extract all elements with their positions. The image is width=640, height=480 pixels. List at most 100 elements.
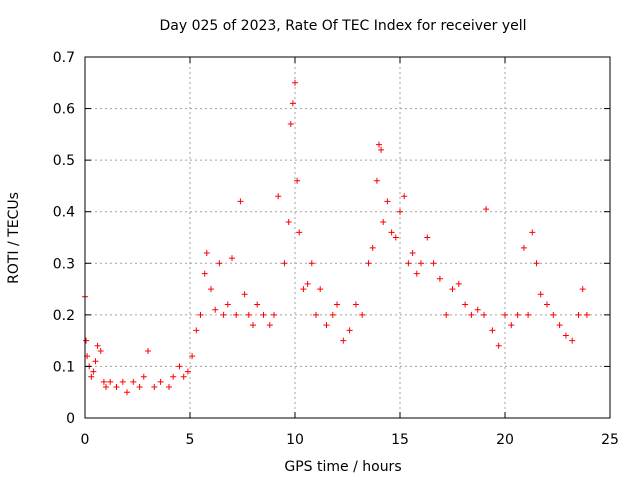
data-point: [124, 389, 130, 396]
data-point: [323, 322, 330, 329]
data-point: [449, 286, 456, 293]
y-axis-label: ROTI / TECUs: [6, 192, 22, 284]
data-point: [304, 280, 311, 287]
y-tick-label: 0.6: [53, 102, 75, 118]
data-point: [212, 306, 219, 313]
data-point: [514, 311, 521, 318]
data-point: [384, 198, 391, 205]
data-point: [359, 311, 366, 318]
data-point: [388, 229, 395, 236]
data-point: [365, 260, 372, 267]
data-point: [550, 311, 557, 318]
data-point: [220, 311, 227, 318]
data-point: [208, 286, 214, 293]
data-point: [308, 260, 315, 267]
y-tick-label: 0: [66, 411, 75, 427]
data-point: [583, 311, 590, 318]
data-point: [346, 327, 353, 334]
data-point: [92, 358, 99, 365]
data-point: [145, 347, 151, 354]
data-point: [233, 311, 240, 318]
data-point: [556, 322, 563, 329]
data-point: [170, 373, 177, 380]
data-point: [489, 327, 496, 334]
data-point: [83, 337, 90, 344]
data-point: [254, 301, 261, 308]
data-point: [329, 311, 336, 318]
data-point: [281, 260, 288, 267]
data-point: [443, 311, 450, 318]
data-point: [107, 378, 114, 385]
data-point: [483, 206, 490, 213]
data-point: [575, 311, 582, 318]
data-point: [373, 177, 380, 184]
data-point: [266, 322, 273, 329]
data-point: [216, 260, 223, 267]
y-tick-label: 0.1: [53, 359, 75, 375]
data-point: [380, 219, 387, 226]
data-point: [468, 311, 475, 318]
data-point: [455, 280, 462, 287]
x-tick-label: 20: [496, 432, 514, 448]
data-point: [237, 198, 244, 205]
data-point: [275, 193, 282, 200]
data-point: [424, 234, 431, 241]
data-point: [376, 141, 382, 148]
data-point: [241, 291, 248, 298]
data-point: [136, 384, 143, 391]
data-point: [562, 332, 569, 339]
data-point: [397, 208, 403, 215]
data-point: [369, 244, 376, 251]
data-point: [296, 229, 303, 236]
data-point: [533, 260, 540, 267]
data-point: [392, 234, 399, 241]
y-tick-label: 0.4: [53, 205, 75, 221]
x-axis-label: GPS time / hours: [284, 459, 401, 475]
data-point: [401, 193, 408, 200]
data-point: [245, 311, 252, 318]
data-point: [189, 353, 196, 360]
data-point: [430, 260, 437, 267]
data-point: [260, 311, 267, 318]
data-point: [413, 270, 420, 277]
data-point: [502, 311, 508, 318]
data-point: [94, 342, 101, 349]
x-tick-label: 15: [391, 432, 409, 448]
data-point: [100, 378, 107, 385]
x-tick-label: 5: [186, 432, 195, 448]
y-tick-label: 0.2: [53, 308, 75, 324]
data-point: [130, 378, 137, 385]
chart-title: Day 025 of 2023, Rate Of TEC Index for r…: [159, 18, 526, 34]
data-point: [271, 311, 277, 318]
data-point: [229, 255, 235, 262]
y-tick-label: 0.5: [53, 153, 75, 169]
data-point: [579, 286, 586, 293]
data-point: [151, 384, 158, 391]
data-point: [184, 368, 191, 375]
x-tick-label: 25: [601, 432, 619, 448]
data-point: [537, 291, 544, 298]
data-point: [166, 384, 172, 391]
data-point: [287, 121, 294, 128]
y-tick-label: 0.7: [53, 50, 75, 66]
data-point: [103, 384, 109, 391]
data-point: [481, 311, 487, 318]
data-point: [285, 219, 292, 226]
data-point: [294, 177, 301, 184]
data-point: [90, 368, 97, 375]
data-point: [508, 322, 515, 329]
data-point: [88, 373, 95, 380]
data-point: [378, 146, 385, 153]
data-point: [250, 322, 256, 329]
x-tick-label: 10: [286, 432, 304, 448]
data-point: [224, 301, 231, 308]
data-point: [157, 378, 164, 385]
data-point: [405, 260, 412, 267]
data-point: [352, 301, 359, 308]
data-point: [418, 260, 424, 267]
y-tick-label: 0.3: [53, 256, 75, 272]
data-point: [495, 342, 502, 349]
data-point: [462, 301, 469, 308]
data-point: [203, 249, 210, 256]
